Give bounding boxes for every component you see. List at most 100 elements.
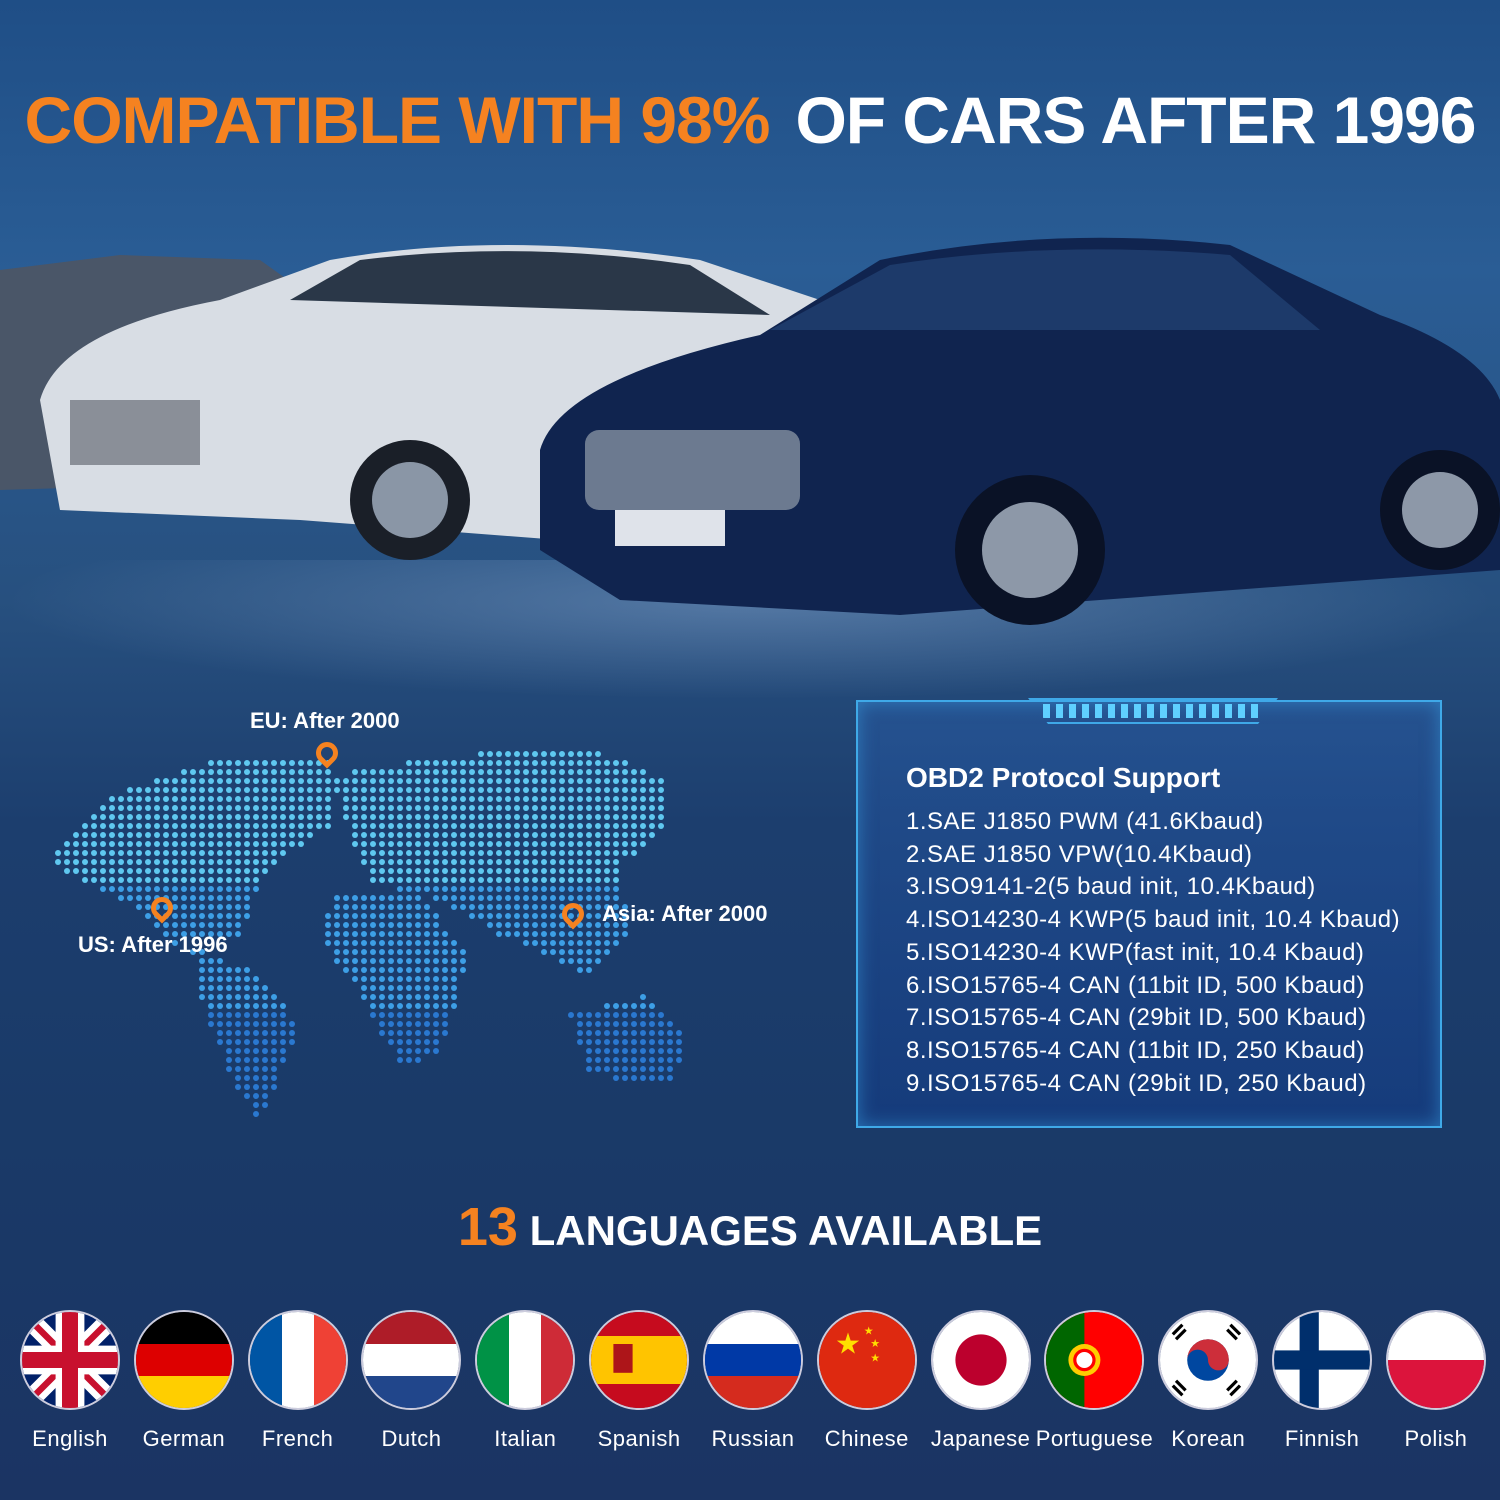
map-dot <box>361 976 367 982</box>
map-dot <box>415 778 421 784</box>
map-dot <box>640 1030 646 1036</box>
map-dot <box>622 787 628 793</box>
map-dot <box>82 850 88 856</box>
map-dot <box>397 1030 403 1036</box>
map-dot <box>352 823 358 829</box>
map-dot <box>523 760 529 766</box>
map-dot <box>613 895 619 901</box>
map-dot <box>253 1066 259 1072</box>
map-dot <box>325 940 331 946</box>
map-dot <box>64 868 70 874</box>
map-dot <box>424 985 430 991</box>
map-dot <box>505 751 511 757</box>
map-dot <box>235 1066 241 1072</box>
map-dot <box>595 850 601 856</box>
map-dot <box>532 922 538 928</box>
map-dot <box>370 967 376 973</box>
map-dot <box>505 823 511 829</box>
map-dot <box>253 841 259 847</box>
map-dot <box>595 832 601 838</box>
map-dot <box>199 769 205 775</box>
map-dot <box>622 1039 628 1045</box>
map-dot <box>397 1048 403 1054</box>
map-dot <box>550 832 556 838</box>
map-dot <box>604 949 610 955</box>
map-dot <box>658 805 664 811</box>
map-dot <box>487 751 493 757</box>
map-dot <box>244 778 250 784</box>
map-dot <box>595 859 601 865</box>
map-dot <box>370 814 376 820</box>
map-dot <box>352 940 358 946</box>
language-label: French <box>261 1426 334 1451</box>
map-dot <box>307 778 313 784</box>
map-dot <box>244 1021 250 1027</box>
map-dot <box>541 796 547 802</box>
map-dot <box>361 769 367 775</box>
map-dot <box>181 823 187 829</box>
map-dot <box>307 796 313 802</box>
map-dot <box>379 895 385 901</box>
map-dot <box>487 859 493 865</box>
map-dot <box>415 823 421 829</box>
map-dot <box>559 796 565 802</box>
map-dot <box>379 814 385 820</box>
map-dot <box>514 877 520 883</box>
map-dot <box>424 778 430 784</box>
map-dot <box>649 778 655 784</box>
map-dot <box>640 814 646 820</box>
map-dot <box>145 859 151 865</box>
map-dot <box>667 1057 673 1063</box>
map-dot <box>235 904 241 910</box>
map-dot <box>424 1012 430 1018</box>
map-dot <box>496 823 502 829</box>
map-dot <box>424 976 430 982</box>
map-dot <box>586 904 592 910</box>
map-dot <box>190 850 196 856</box>
map-dot <box>577 814 583 820</box>
map-dot <box>397 823 403 829</box>
map-dot <box>199 796 205 802</box>
map-dot <box>352 958 358 964</box>
map-dot <box>433 1030 439 1036</box>
map-dot <box>361 823 367 829</box>
map-dot <box>604 922 610 928</box>
map-dot <box>154 805 160 811</box>
protocol-title: OBD2 Protocol Support <box>906 762 1221 793</box>
map-dot <box>172 832 178 838</box>
map-dot <box>244 1039 250 1045</box>
map-dot <box>649 832 655 838</box>
map-dot <box>613 859 619 865</box>
map-dot <box>271 1066 277 1072</box>
map-dot <box>505 868 511 874</box>
map-dot <box>370 823 376 829</box>
map-dot <box>559 913 565 919</box>
map-dot <box>658 814 664 820</box>
map-dot <box>397 814 403 820</box>
map-dot <box>523 805 529 811</box>
map-dot <box>379 949 385 955</box>
map-dot <box>523 895 529 901</box>
map-dot <box>505 760 511 766</box>
map-dot <box>487 904 493 910</box>
map-dot <box>433 1003 439 1009</box>
map-dot <box>226 1039 232 1045</box>
map-dot <box>172 787 178 793</box>
map-dot <box>658 1039 664 1045</box>
map-dot <box>604 859 610 865</box>
map-dot <box>226 1012 232 1018</box>
map-dot <box>595 841 601 847</box>
map-dot <box>370 868 376 874</box>
map-dot <box>622 922 628 928</box>
map-dot <box>262 760 268 766</box>
map-dot <box>361 841 367 847</box>
map-dot <box>55 859 61 865</box>
map-dot <box>298 805 304 811</box>
map-dot <box>388 796 394 802</box>
map-dot <box>217 859 223 865</box>
map-dot <box>559 895 565 901</box>
map-dot <box>325 760 331 766</box>
map-dot <box>451 940 457 946</box>
map-dot <box>550 877 556 883</box>
map-dot <box>154 814 160 820</box>
